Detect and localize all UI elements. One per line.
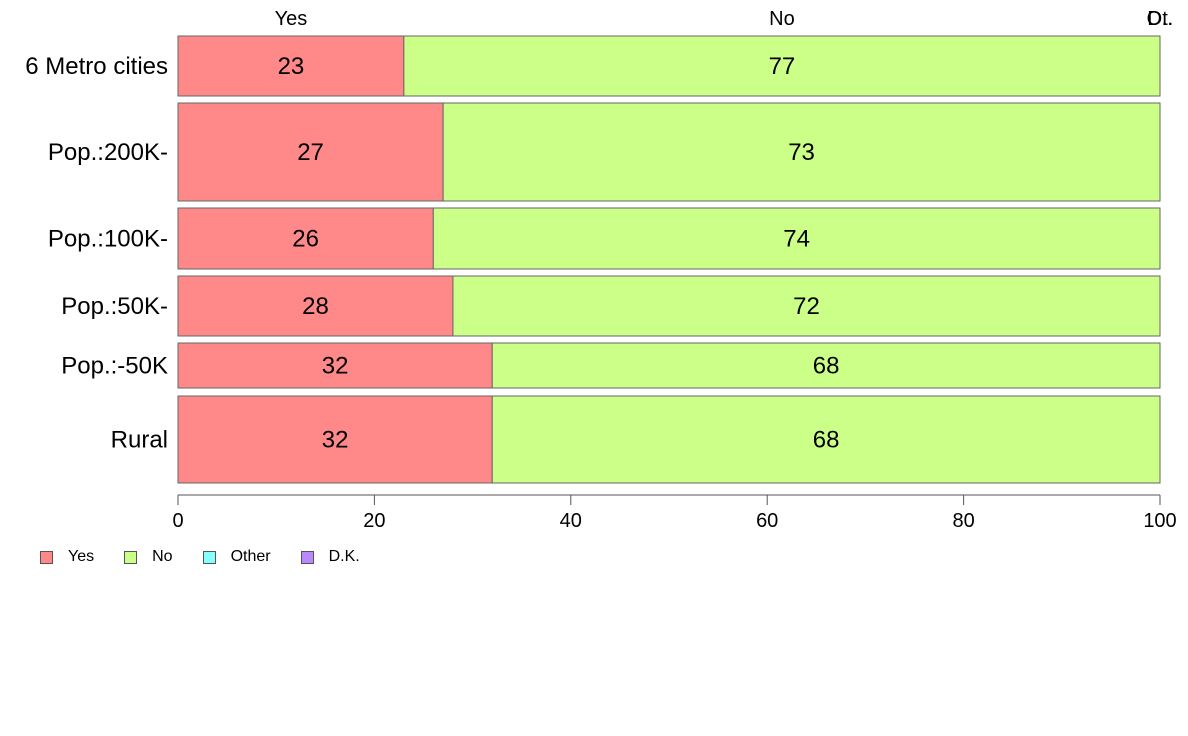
top-labels: Yes No Ot.D.. [275, 8, 1174, 30]
bar-segment-yes [177, 207, 434, 270]
data-label: 27 [297, 139, 324, 166]
bar-row: 32 68 [177, 342, 1161, 389]
data-label: 68 [813, 353, 840, 380]
x-tick-label: 0 [172, 510, 183, 532]
legend-item-yes: Yes [40, 548, 94, 566]
legend-item-no: No [124, 548, 173, 566]
bars: 23 77 27 73 26 74 28 72 32 68 32 68 [177, 35, 1161, 484]
x-tick-label: 60 [756, 510, 778, 532]
data-label: 73 [788, 139, 815, 166]
category-label: Pop.:-50K [61, 353, 168, 380]
bar-segment-no [403, 35, 1161, 97]
category-label: 6 Metro cities [25, 53, 168, 80]
legend-swatch-yes [40, 550, 53, 564]
category-labels: 6 Metro cities Pop.:200K- Pop.:100K- Pop.:5… [25, 53, 168, 454]
bar-row: 27 73 [177, 102, 1161, 202]
bar-row: 23 77 [177, 35, 1161, 97]
legend-label-other: Other [230, 548, 271, 565]
data-label: 32 [322, 427, 349, 454]
data-label: 72 [793, 293, 820, 320]
legend-swatch-no [124, 550, 138, 564]
data-label: 26 [292, 226, 319, 253]
bar-segment-yes [177, 395, 493, 484]
bar-row: 32 68 [177, 395, 1161, 484]
x-tick-label: 40 [560, 510, 582, 532]
bar-segment-no [442, 102, 1161, 202]
bar-segment-yes [177, 275, 454, 337]
legend-label-yes: Yes [68, 548, 95, 565]
x-tick-label: 80 [952, 510, 974, 532]
bar-segment-no [432, 207, 1161, 270]
legend-label-dk: D.K. [328, 548, 360, 565]
bar-segment-no [452, 275, 1161, 337]
legend-swatch-other [202, 550, 216, 564]
category-label: Pop.:50K- [61, 293, 168, 320]
legend-label-no: No [152, 548, 173, 565]
top-label: Ot. [1147, 8, 1174, 30]
bar-segment-yes [177, 342, 493, 389]
legend: Yes No Other D.K. [40, 548, 390, 566]
data-label: 77 [769, 53, 796, 80]
legend-item-other: Other [202, 548, 271, 566]
legend-swatch-dk [300, 550, 314, 564]
data-label: 68 [813, 427, 840, 454]
x-tick-label: 20 [363, 510, 385, 532]
data-label: 32 [322, 353, 349, 380]
category-label: Rural [111, 427, 168, 454]
bar-segment-no [491, 342, 1161, 389]
data-label: 23 [278, 53, 305, 80]
bar-row: 28 72 [177, 275, 1161, 337]
top-label: No [769, 8, 795, 30]
x-tick-label: 100 [1143, 510, 1176, 532]
data-label: 28 [302, 293, 329, 320]
x-axis: 0 20 40 60 80 100 [172, 494, 1177, 532]
data-label: 74 [783, 226, 810, 253]
legend-item-dk: D.K. [300, 548, 360, 566]
bar-segment-no [491, 395, 1161, 484]
bar-row: 26 74 [177, 207, 1161, 270]
category-label: Pop.:200K- [48, 139, 168, 166]
top-label: D.. [1147, 8, 1173, 30]
top-label: Yes [275, 8, 308, 30]
category-label: Pop.:100K- [48, 226, 168, 253]
